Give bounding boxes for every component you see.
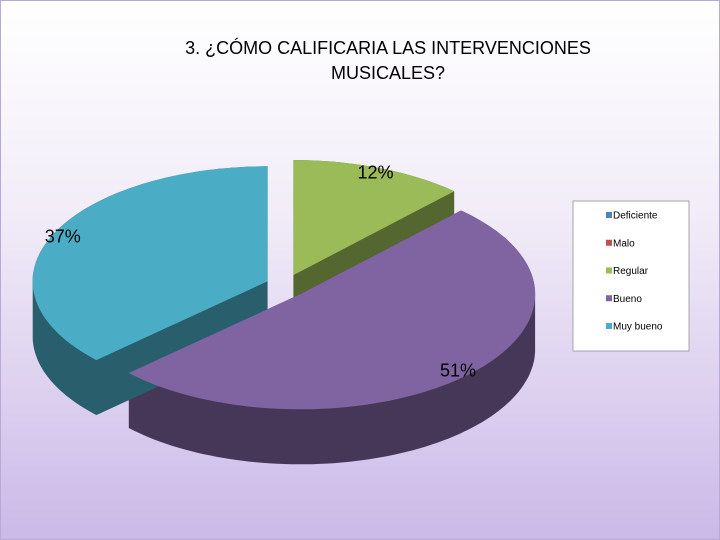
- legend-swatch: [606, 267, 612, 274]
- legend-swatch: [606, 212, 612, 218]
- slice: [32, 166, 268, 361]
- data-label: 51%: [440, 360, 476, 380]
- legend-label: Deficiente: [613, 211, 658, 222]
- data-label: 12%: [358, 162, 394, 182]
- legend-label: Regular: [613, 266, 649, 277]
- legend-swatch: [606, 239, 612, 246]
- data-label: 37%: [45, 227, 81, 247]
- legend-swatch: [606, 323, 612, 329]
- slice: [128, 210, 536, 410]
- slice-labels: 12% 51% 37%: [45, 162, 476, 380]
- legend-label: Muy bueno: [613, 322, 663, 333]
- slice: [293, 160, 455, 276]
- slice-tops: [32, 160, 536, 410]
- legend-swatch: [606, 295, 612, 302]
- legend-box: [572, 200, 690, 352]
- legend-label: Malo: [613, 238, 635, 249]
- chart-title: 3. ¿CÓMO CALIFICARIA LAS INTERVENCIONES …: [185, 38, 591, 83]
- legend-label: Bueno: [613, 294, 642, 305]
